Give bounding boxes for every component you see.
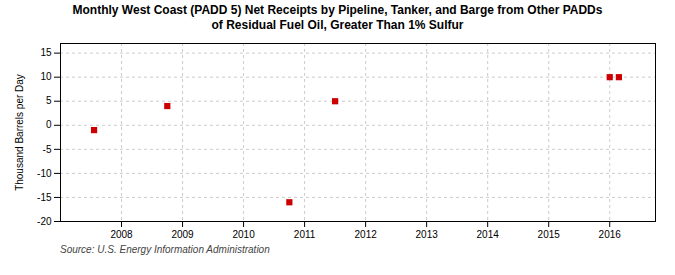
svg-text:Thousand Barrels per Day: Thousand Barrels per Day bbox=[14, 74, 25, 191]
svg-text:2011: 2011 bbox=[294, 229, 316, 240]
svg-text:10: 10 bbox=[40, 71, 52, 82]
svg-text:-20: -20 bbox=[37, 216, 52, 227]
svg-text:-5: -5 bbox=[43, 144, 52, 155]
svg-text:2013: 2013 bbox=[416, 229, 439, 240]
svg-text:-15: -15 bbox=[37, 192, 52, 203]
svg-text:2014: 2014 bbox=[477, 229, 500, 240]
svg-text:2008: 2008 bbox=[110, 229, 133, 240]
svg-text:2010: 2010 bbox=[232, 229, 255, 240]
html-text:of Residual Fuel Oil, Greater: of Residual Fuel Oil, Greater Than 1% Su… bbox=[211, 18, 464, 32]
svg-text:2015: 2015 bbox=[538, 229, 561, 240]
svg-text:2009: 2009 bbox=[171, 229, 194, 240]
svg-text:5: 5 bbox=[46, 95, 52, 106]
svg-text:2016: 2016 bbox=[599, 229, 622, 240]
svg-text:-10: -10 bbox=[37, 168, 52, 179]
svg-text:2012: 2012 bbox=[355, 229, 378, 240]
html-text:Source: U.S. Energy Informatio: Source: U.S. Energy Information Administ… bbox=[60, 244, 270, 255]
svg-text:15: 15 bbox=[40, 47, 52, 58]
svg-text:0: 0 bbox=[46, 119, 52, 130]
html-text:Monthly West Coast (PADD 5) Ne: Monthly West Coast (PADD 5) Net Receipts… bbox=[72, 3, 603, 17]
